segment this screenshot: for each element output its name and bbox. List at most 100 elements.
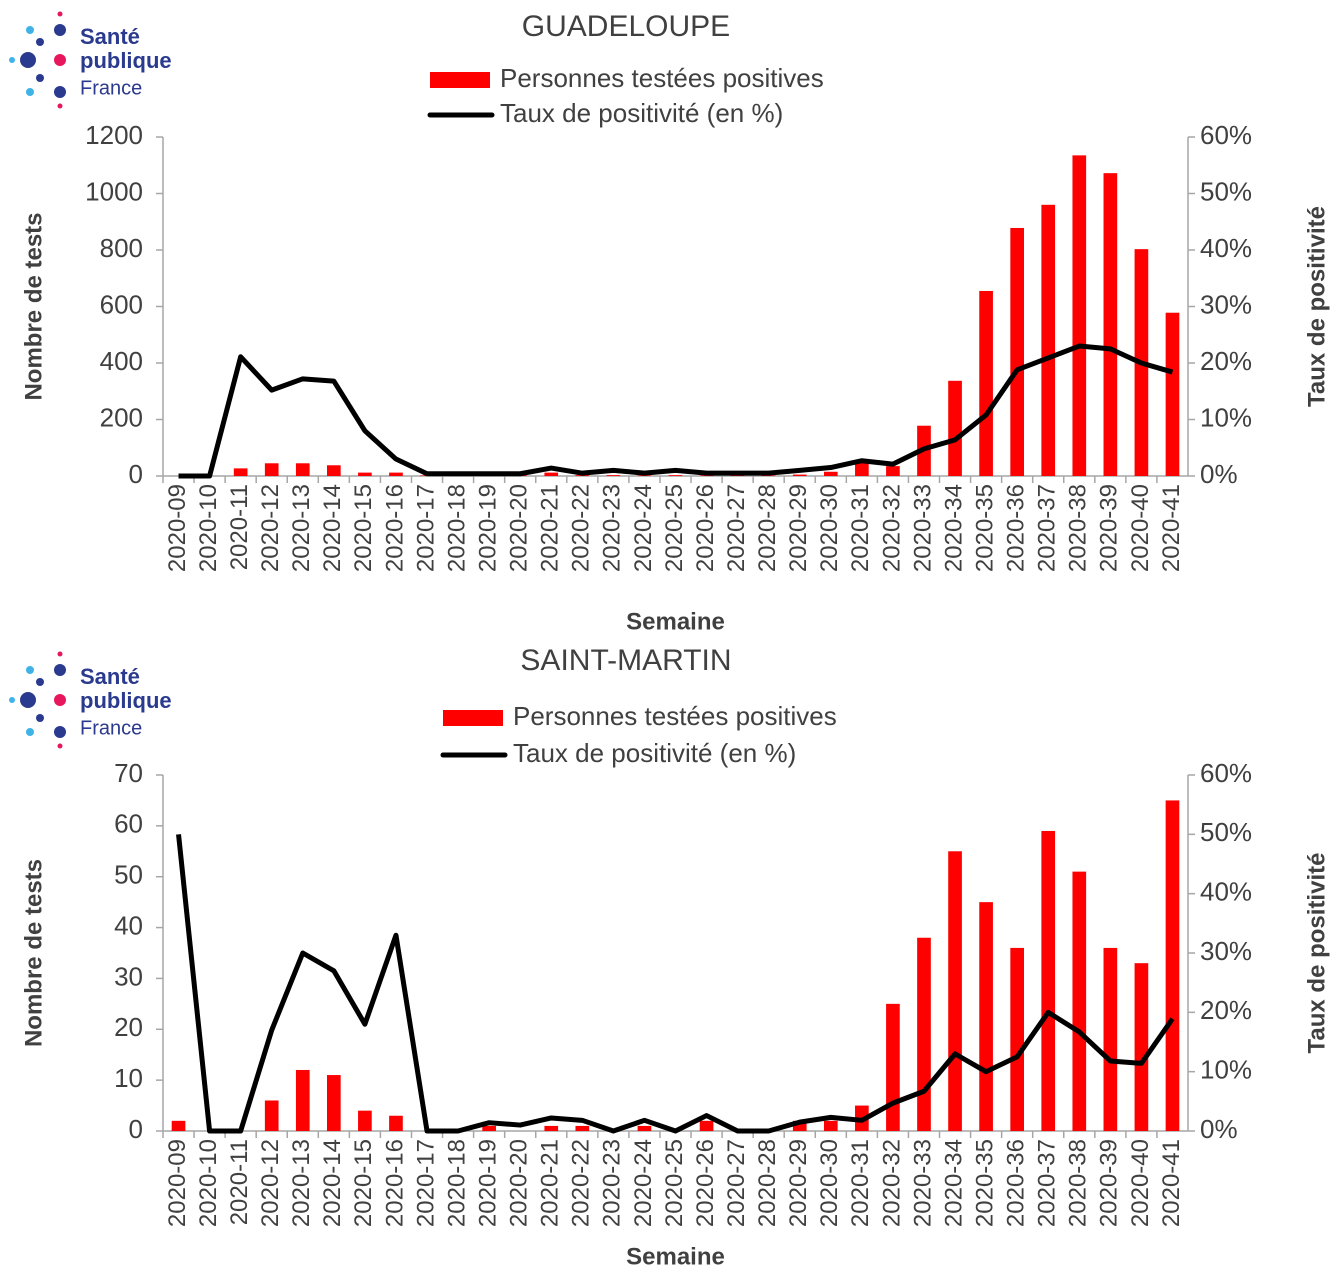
bar [979, 902, 993, 1131]
y2-tick-label: 40% [1200, 877, 1252, 907]
x-tick-label: 2020-19 [474, 1139, 501, 1227]
logo-text: Santé [80, 664, 140, 689]
x-tick-label: 2020-31 [847, 1139, 874, 1227]
x-tick-label: 2020-10 [195, 484, 222, 572]
y2-tick-label: 0% [1200, 459, 1238, 489]
x-tick-label: 2020-12 [257, 1139, 284, 1227]
bar [637, 475, 652, 476]
x-tick-label: 2020-33 [909, 1139, 936, 1227]
y-tick-label: 30 [114, 961, 143, 991]
bar [1103, 173, 1118, 476]
x-tick-label: 2020-34 [940, 484, 967, 572]
x-tick-label: 2020-24 [630, 484, 657, 572]
x-tick-label: 2020-13 [288, 1139, 315, 1227]
bar [358, 1110, 372, 1131]
bar [1010, 227, 1024, 476]
x-tick-label: 2020-37 [1034, 1139, 1061, 1227]
x-tick-label: 2020-34 [940, 1139, 967, 1227]
x-tick-label: 2020-22 [568, 1139, 595, 1227]
y2-tick-label: 50% [1200, 176, 1252, 206]
bar [295, 463, 310, 476]
legend-swatch [443, 710, 503, 726]
bar [855, 460, 869, 476]
bar [482, 1125, 496, 1131]
y-tick-label: 60 [114, 809, 143, 839]
logo-text: publique [80, 48, 172, 73]
logo [9, 651, 66, 749]
x-tick-label: 2020-40 [1127, 484, 1154, 572]
x-tick-label: 2020-14 [319, 1139, 346, 1227]
y2-tick-label: 0% [1200, 1114, 1238, 1144]
x-tick-label: 2020-15 [350, 1139, 377, 1227]
x-tick-label: 2020-26 [692, 484, 719, 572]
x-tick-label: 2020-16 [381, 1139, 408, 1227]
bar [637, 1125, 652, 1131]
y2-tick-label: 10% [1200, 402, 1252, 432]
x-tick-label: 2020-09 [164, 484, 191, 572]
y-axis-label: Nombre de tests [20, 212, 47, 400]
x-tick-label: 2020-32 [878, 1139, 905, 1227]
y2-tick-label: 30% [1200, 289, 1252, 319]
x-tick-label: 2020-26 [692, 1139, 719, 1227]
y-axis-label: Nombre de tests [20, 859, 47, 1047]
y-tick-label: 400 [100, 346, 143, 376]
bar [668, 475, 683, 476]
x-tick-label: 2020-28 [754, 484, 781, 572]
bar [295, 1069, 310, 1131]
bar [1010, 947, 1024, 1131]
legend-label: Personnes testées positives [500, 63, 824, 93]
x-tick-label: 2020-36 [1003, 484, 1030, 572]
bar [264, 1100, 279, 1131]
bar [264, 463, 279, 476]
x-tick-label: 2020-18 [443, 1139, 470, 1227]
bar [1041, 830, 1056, 1131]
x-tick-label: 2020-33 [909, 484, 936, 572]
x-tick-label: 2020-10 [195, 1139, 222, 1227]
x-tick-label: 2020-40 [1127, 1139, 1154, 1227]
x-tick-label: 2020-15 [350, 484, 377, 572]
x-tick-label: 2020-20 [506, 484, 533, 572]
y-tick-label: 50 [114, 860, 143, 890]
bar [823, 471, 838, 476]
x-tick-label: 2020-16 [381, 484, 408, 572]
y-tick-label: 20 [114, 1012, 143, 1042]
bar [1165, 312, 1180, 476]
legend-label: Personnes testées positives [513, 701, 837, 731]
x-tick-label: 2020-17 [412, 484, 439, 572]
logo [9, 11, 66, 109]
logo-text: Santé [80, 24, 140, 49]
legend-label: Taux de positivité (en %) [500, 98, 783, 128]
legend-label: Taux de positivité (en %) [513, 738, 796, 768]
bar [886, 1003, 900, 1131]
y2-tick-label: 10% [1200, 1055, 1252, 1085]
bar [389, 472, 403, 476]
bar [948, 851, 962, 1131]
x-tick-label: 2020-25 [661, 484, 688, 572]
x-tick-label: 2020-39 [1096, 484, 1123, 572]
bar [730, 475, 745, 476]
bar [1134, 963, 1149, 1131]
y2-axis-label: Taux de positivité [1303, 206, 1330, 407]
bar [1103, 947, 1118, 1131]
line [176, 834, 1175, 1134]
y2-tick-label: 60% [1200, 758, 1252, 788]
y-tick-label: 70 [114, 758, 143, 788]
y-tick-label: 600 [100, 289, 143, 319]
bar [575, 1125, 590, 1131]
x-tick-label: 2020-19 [474, 484, 501, 572]
x-tick-label: 2020-31 [847, 484, 874, 572]
bar [1072, 871, 1087, 1131]
bar [792, 1120, 807, 1131]
bar [948, 380, 962, 476]
bar [792, 474, 807, 476]
bar [699, 475, 714, 476]
x-tick-label: 2020-12 [257, 484, 284, 572]
x-tick-label: 2020-41 [1158, 1139, 1185, 1227]
x-tick-label: 2020-11 [226, 1139, 253, 1225]
x-tick-label: 2020-14 [319, 484, 346, 572]
y-tick-label: 0 [129, 1114, 143, 1144]
x-tick-label: 2020-38 [1065, 484, 1092, 572]
bar [389, 1115, 403, 1131]
bar [699, 1120, 714, 1131]
bar [544, 472, 559, 476]
